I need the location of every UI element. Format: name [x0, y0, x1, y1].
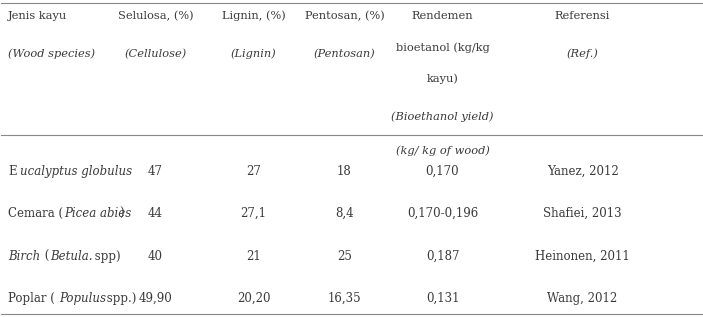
Text: (Lignin): (Lignin) — [231, 49, 276, 59]
Text: Pentosan, (%): Pentosan, (%) — [304, 11, 385, 21]
Text: (Pentosan): (Pentosan) — [314, 49, 375, 59]
Text: Selulosa, (%): Selulosa, (%) — [117, 11, 193, 21]
Text: 0,170-0,196: 0,170-0,196 — [407, 207, 478, 220]
Text: 47: 47 — [148, 165, 163, 178]
Text: Yanez, 2012: Yanez, 2012 — [547, 165, 619, 178]
Text: 25: 25 — [337, 249, 352, 262]
Text: Shafiei, 2013: Shafiei, 2013 — [543, 207, 622, 220]
Text: Wang, 2012: Wang, 2012 — [548, 292, 618, 305]
Text: (Wood species): (Wood species) — [8, 49, 96, 59]
Text: 16,35: 16,35 — [328, 292, 361, 305]
Text: spp): spp) — [91, 249, 121, 262]
Text: Lignin, (%): Lignin, (%) — [221, 11, 285, 21]
Text: 40: 40 — [148, 249, 163, 262]
Text: 20,20: 20,20 — [237, 292, 270, 305]
Text: 27: 27 — [246, 165, 261, 178]
Text: Referensi: Referensi — [555, 11, 610, 21]
Text: (Cellulose): (Cellulose) — [124, 49, 186, 59]
Text: Rendemen: Rendemen — [412, 11, 473, 21]
Text: (: ( — [41, 249, 50, 262]
Text: Heinonen, 2011: Heinonen, 2011 — [535, 249, 630, 262]
Text: ): ) — [119, 207, 124, 220]
Text: kayu): kayu) — [427, 74, 458, 84]
Text: Poplar (: Poplar ( — [8, 292, 56, 305]
Text: (Ref.): (Ref.) — [567, 49, 598, 59]
Text: Populus: Populus — [60, 292, 107, 305]
Text: 0,170: 0,170 — [426, 165, 459, 178]
Text: 21: 21 — [246, 249, 261, 262]
Text: ucalyptus globulus: ucalyptus globulus — [20, 165, 131, 178]
Text: Jenis kayu: Jenis kayu — [8, 11, 67, 21]
Text: 18: 18 — [337, 165, 352, 178]
Text: 8,4: 8,4 — [335, 207, 354, 220]
Text: 27,1: 27,1 — [240, 207, 266, 220]
Text: Betula.: Betula. — [50, 249, 92, 262]
Text: E: E — [8, 165, 17, 178]
Text: 0,187: 0,187 — [426, 249, 459, 262]
Text: spp.): spp.) — [103, 292, 136, 305]
Text: (kg/ kg of wood): (kg/ kg of wood) — [396, 146, 489, 157]
Text: Birch: Birch — [8, 249, 41, 262]
Text: 49,90: 49,90 — [138, 292, 172, 305]
Text: bioetanol (kg/kg: bioetanol (kg/kg — [396, 42, 489, 53]
Text: Cemara (: Cemara ( — [8, 207, 63, 220]
Text: Picea abies: Picea abies — [64, 207, 131, 220]
Text: 44: 44 — [148, 207, 163, 220]
Text: 0,131: 0,131 — [426, 292, 459, 305]
Text: (Bioethanol yield): (Bioethanol yield) — [392, 111, 494, 122]
